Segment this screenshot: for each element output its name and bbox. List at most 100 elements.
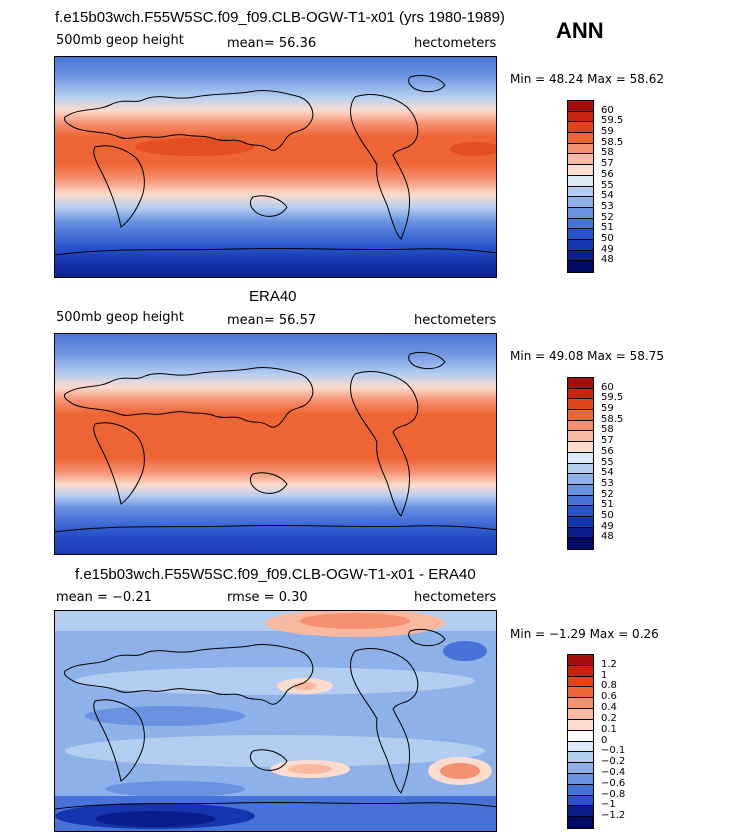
colorbar-segment	[568, 420, 593, 432]
colorbar-label: 0.2	[601, 712, 617, 724]
colorbar-label: 52	[601, 211, 614, 223]
colorbar-segment	[568, 773, 593, 785]
panel-2-mean-label: mean= 56.57	[227, 313, 317, 328]
colorbar-segment	[568, 484, 593, 496]
colorbar-label: 0.4	[601, 702, 617, 714]
colorbar-label: 56	[601, 445, 614, 457]
colorbar-segment	[568, 154, 593, 166]
colorbar-segment	[568, 239, 593, 251]
colorbar-label: −0.4	[601, 766, 626, 778]
colorbar-segment	[568, 175, 593, 187]
colorbar-label: 59	[601, 403, 614, 415]
colorbar-segment	[568, 538, 593, 549]
panel-2-colorbar	[567, 377, 594, 550]
colorbar-segment	[568, 719, 593, 731]
colorbar-label: 57	[601, 158, 614, 170]
panel-1-map	[54, 56, 497, 278]
colorbar-segment	[568, 527, 593, 539]
colorbar-label: 50	[601, 509, 614, 521]
colorbar-label: 57	[601, 435, 614, 447]
panel-1-units-label: hectometers	[414, 36, 497, 51]
colorbar-label: −0.1	[601, 745, 626, 757]
panel-2-units-label: hectometers	[414, 313, 497, 328]
colorbar-segment	[568, 229, 593, 240]
colorbar-label: 53	[601, 477, 614, 489]
panel-1-colorbar	[567, 100, 594, 273]
panel-1-minmax: Min = 48.24 Max = 58.62	[510, 72, 664, 86]
colorbar-label: 58.5	[601, 136, 624, 148]
panel-3-title: f.e15b03wch.F55W5SC.f09_f09.CLB-OGW-T1-x…	[75, 566, 476, 583]
colorbar-segment	[568, 763, 593, 774]
colorbar-label: 56	[601, 168, 614, 180]
colorbar-label: 59.5	[601, 115, 624, 127]
colorbar-segment	[568, 730, 593, 742]
colorbar-label: 48	[601, 531, 614, 543]
colorbar-segment	[568, 506, 593, 517]
colorbar-segment	[568, 197, 593, 208]
panel-2-map	[54, 333, 497, 555]
colorbar-label: 0.1	[601, 723, 617, 735]
colorbar-segment	[568, 133, 593, 144]
colorbar-label: 58.5	[601, 413, 624, 425]
colorbar-segment	[568, 399, 593, 411]
panel-3-mean-label: mean = −0.21	[56, 590, 152, 605]
colorbar-segment	[568, 218, 593, 230]
panel-2-variable-label: 500mb geop height	[56, 310, 184, 325]
colorbar-label: 55	[601, 179, 614, 191]
colorbar-label: −0.2	[601, 756, 626, 768]
colorbar-label: 1.2	[601, 658, 617, 670]
season-label: ANN	[556, 18, 604, 43]
panel-3-rmse-label: rmse = 0.30	[227, 590, 308, 605]
colorbar-label: 0.6	[601, 691, 617, 703]
colorbar-segment	[568, 378, 593, 389]
colorbar-label: 55	[601, 456, 614, 468]
colorbar-label: 50	[601, 232, 614, 244]
colorbar-label: 53	[601, 200, 614, 212]
colorbar-segment	[568, 463, 593, 475]
colorbar-label: 59	[601, 126, 614, 138]
colorbar-segment	[568, 442, 593, 453]
panel-2-coastlines	[55, 351, 496, 533]
colorbar-segment	[568, 101, 593, 112]
colorbar-segment	[568, 741, 593, 753]
colorbar-segment	[568, 665, 593, 677]
colorbar-label: 51	[601, 222, 614, 234]
colorbar-label: 54	[601, 190, 614, 202]
colorbar-segment	[568, 111, 593, 123]
colorbar-segment	[568, 165, 593, 176]
panel-3-map	[54, 610, 497, 832]
colorbar-label: 49	[601, 520, 614, 532]
colorbar-label: 0.8	[601, 680, 617, 692]
colorbar-segment	[568, 207, 593, 219]
colorbar-segment	[568, 431, 593, 443]
colorbar-segment	[568, 452, 593, 464]
panel-3-units-label: hectometers	[414, 590, 497, 605]
colorbar-label: −1.2	[601, 810, 626, 822]
colorbar-segment	[568, 388, 593, 400]
panel-2-title: ERA40	[249, 288, 297, 305]
panel-1-title: f.e15b03wch.F55W5SC.f09_f09.CLB-OGW-T1-x…	[55, 9, 505, 26]
colorbar-label: −0.8	[601, 788, 626, 800]
colorbar-label: 59.5	[601, 392, 624, 404]
colorbar-label: 49	[601, 243, 614, 255]
colorbar-segment	[568, 516, 593, 528]
panel-1-mean-label: mean= 56.36	[227, 36, 317, 51]
colorbar-segment	[568, 122, 593, 134]
colorbar-label: 52	[601, 488, 614, 500]
panel-3-minmax: Min = −1.29 Max = 0.26	[510, 627, 659, 641]
colorbar-segment	[568, 250, 593, 262]
colorbar-label: 54	[601, 467, 614, 479]
colorbar-label: 48	[601, 254, 614, 266]
colorbar-segment	[568, 143, 593, 155]
colorbar-segment	[568, 410, 593, 421]
colorbar-segment	[568, 676, 593, 688]
colorbar-label: 1	[601, 669, 608, 681]
panel-1-variable-label: 500mb geop height	[56, 33, 184, 48]
colorbar-segment	[568, 261, 593, 272]
colorbar-segment	[568, 186, 593, 198]
colorbar-label: −0.6	[601, 777, 626, 789]
colorbar-label: 0	[601, 734, 608, 746]
colorbar-label: 51	[601, 499, 614, 511]
colorbar-label: 58	[601, 424, 614, 436]
colorbar-segment	[568, 784, 593, 796]
